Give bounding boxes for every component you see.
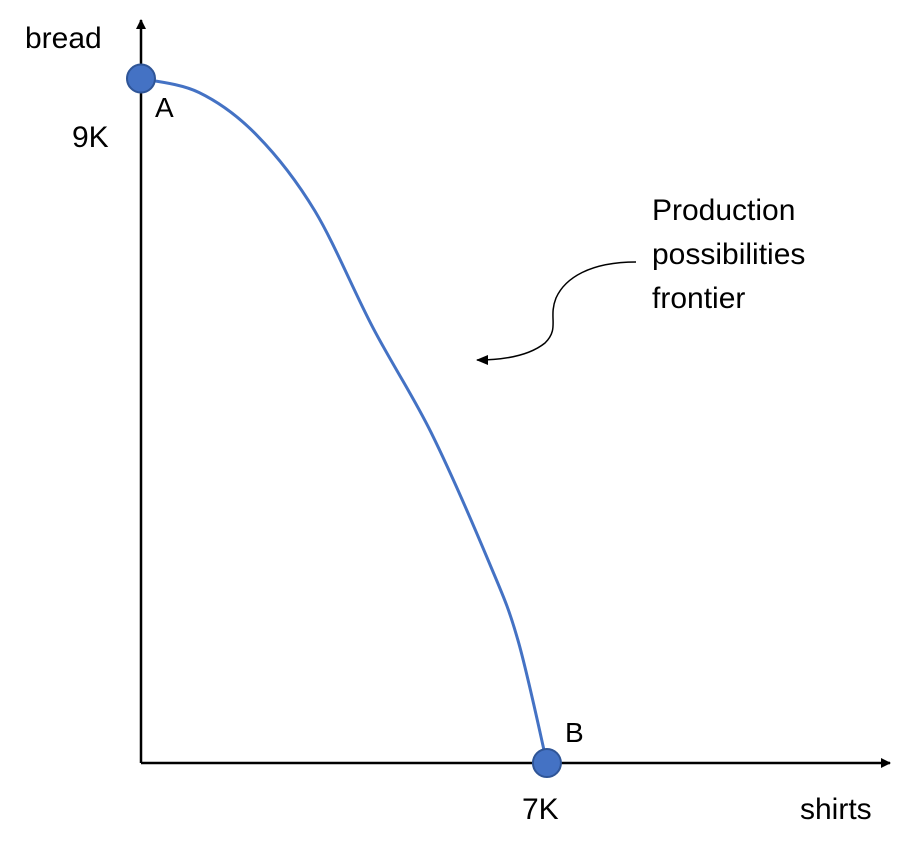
annotation-line-1: Production <box>652 194 795 227</box>
frontier-curve <box>140 77 549 764</box>
point-b-label: B <box>565 717 584 748</box>
point-a-label: A <box>155 92 174 123</box>
annotation-arrow <box>476 261 637 365</box>
x-tick-label: 7K <box>522 793 559 826</box>
point-b-marker <box>531 748 562 778</box>
annotation-line-2: possibilities <box>652 238 805 271</box>
x-axis-title: shirts <box>800 793 872 826</box>
point-a-marker <box>126 63 156 94</box>
y-tick-label: 9K <box>72 121 109 154</box>
annotation-line-3: frontier <box>652 282 745 315</box>
y-axis-title: bread <box>25 22 102 55</box>
